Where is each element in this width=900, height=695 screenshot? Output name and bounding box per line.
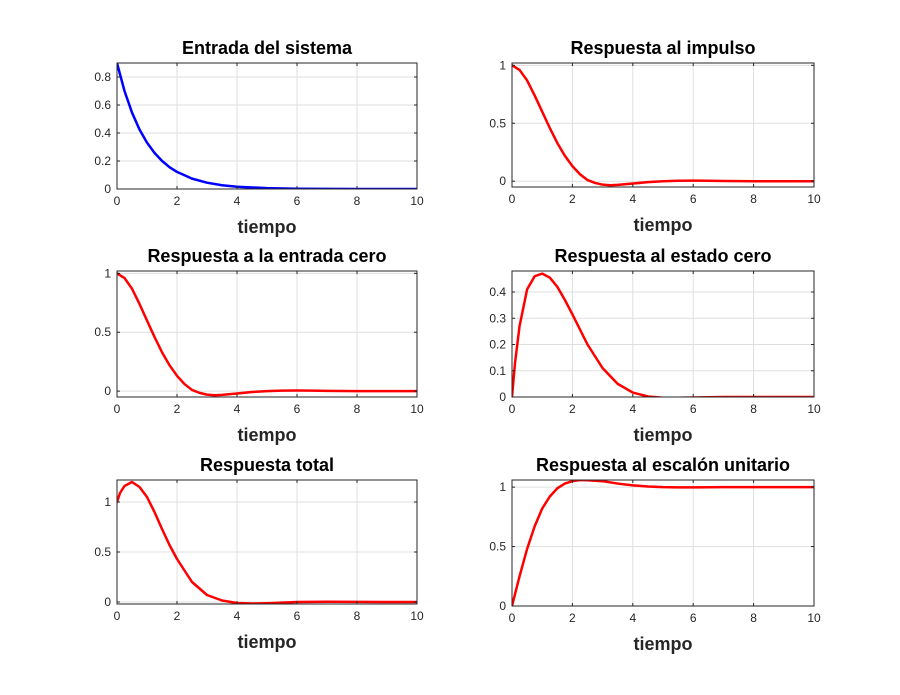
y-tick-label: 0.3 [489,311,506,325]
x-tick-label: 4 [234,194,241,208]
series-line-1 [512,480,814,606]
subplot-1: 0 2 4 6 8 10 0 0.2 0.4 0.6 0.8 Entrada del sistema t… [94,38,424,237]
x-tick-label: 4 [234,402,241,416]
x-tick-label: 6 [294,194,301,208]
y-tick-label: 0.5 [94,325,111,339]
x-axis-label: tiempo [633,215,692,235]
x-tick-label: 10 [807,611,821,625]
x-tick-label: 4 [629,192,636,206]
x-axis-label: tiempo [633,425,692,445]
x-axis-label: tiempo [237,632,296,652]
subplot-2: 0 2 4 6 8 10 0 0.5 1 Respuesta al impulso tiempo [489,38,821,235]
axes-box [511,270,815,398]
y-tick-label: 0.5 [489,540,506,554]
subplot-title: Entrada del sistema [182,38,353,58]
y-tick-label: 0.1 [489,364,506,378]
series-line-1 [117,272,417,397]
y-tick-label: 0 [104,384,111,398]
x-tick-label: 10 [410,609,424,623]
x-tick-label: 6 [690,192,697,206]
x-tick-label: 8 [750,192,757,206]
x-tick-label: 4 [234,609,241,623]
y-tick-label: 0 [499,390,506,404]
x-tick-label: 2 [174,402,181,416]
x-tick-label: 8 [750,402,757,416]
y-tick-label: 1 [499,480,506,494]
subplot-3: 0 2 4 6 8 10 0 0.5 1 Respuesta a la entrada cero t… [94,246,424,445]
y-tick-label: 0.5 [489,116,506,130]
series-line-1 [117,63,417,189]
x-tick-label: 8 [354,194,361,208]
axes-box [116,479,418,605]
y-tick-label: 0.2 [489,338,506,352]
y-tick-label: 0.6 [94,98,111,112]
x-tick-label: 2 [174,194,181,208]
x-tick-label: 6 [690,611,697,625]
series-line-1 [512,272,814,397]
subplot-title: Respuesta total [200,455,334,475]
y-tick-label: 1 [104,495,111,509]
y-tick-label: 0.5 [94,545,111,559]
x-tick-label: 8 [354,402,361,416]
x-tick-label: 0 [114,194,121,208]
y-tick-label: 0.2 [94,154,111,168]
x-tick-label: 2 [569,402,576,416]
x-tick-label: 6 [294,402,301,416]
x-tick-label: 2 [174,609,181,623]
y-tick-label: 0.8 [94,70,111,84]
axes-box [116,62,418,190]
subplot-title: Respuesta al escalón unitario [536,455,790,475]
x-tick-label: 4 [629,611,636,625]
series-line-1 [117,480,417,604]
x-tick-label: 10 [410,194,424,208]
y-tick-label: 0 [499,599,506,613]
subplot-6: 0 2 4 6 8 10 0 0.5 1 Respuesta al escalón unitari… [489,455,821,654]
x-tick-label: 8 [354,609,361,623]
x-tick-label: 0 [509,611,516,625]
x-tick-label: 0 [509,402,516,416]
y-tick-label: 0.4 [489,285,506,299]
x-tick-label: 6 [294,609,301,623]
subplot-title: Respuesta a la entrada cero [147,246,386,266]
subplot-5: 0 2 4 6 8 10 0 0.5 1 Respuesta total tiempo [94,455,424,652]
x-tick-label: 4 [629,402,636,416]
y-tick-label: 0 [104,595,111,609]
subplot-title: Respuesta al estado cero [554,246,771,266]
y-tick-label: 1 [104,266,111,280]
x-tick-label: 2 [569,611,576,625]
y-tick-label: 0.4 [94,126,111,140]
x-axis-label: tiempo [237,217,296,237]
x-tick-label: 10 [410,402,424,416]
x-tick-label: 0 [509,192,516,206]
x-tick-label: 10 [807,192,821,206]
x-axis-label: tiempo [633,634,692,654]
x-tick-label: 8 [750,611,757,625]
y-tick-label: 1 [499,58,506,72]
y-tick-label: 0 [104,182,111,196]
subplot-title: Respuesta al impulso [570,38,755,58]
x-tick-label: 0 [114,609,121,623]
axes-box [116,270,418,398]
axes-box [511,62,815,188]
y-tick-label: 0 [499,174,506,188]
x-tick-label: 6 [690,402,697,416]
x-tick-label: 2 [569,192,576,206]
axes-box [511,479,815,607]
x-axis-label: tiempo [237,425,296,445]
x-tick-label: 0 [114,402,121,416]
x-tick-label: 10 [807,402,821,416]
series-line-1 [512,64,814,187]
subplot-4: 0 2 4 6 8 10 0 0.1 0.2 0.3 0.4 Respuesta al estado … [489,246,821,445]
